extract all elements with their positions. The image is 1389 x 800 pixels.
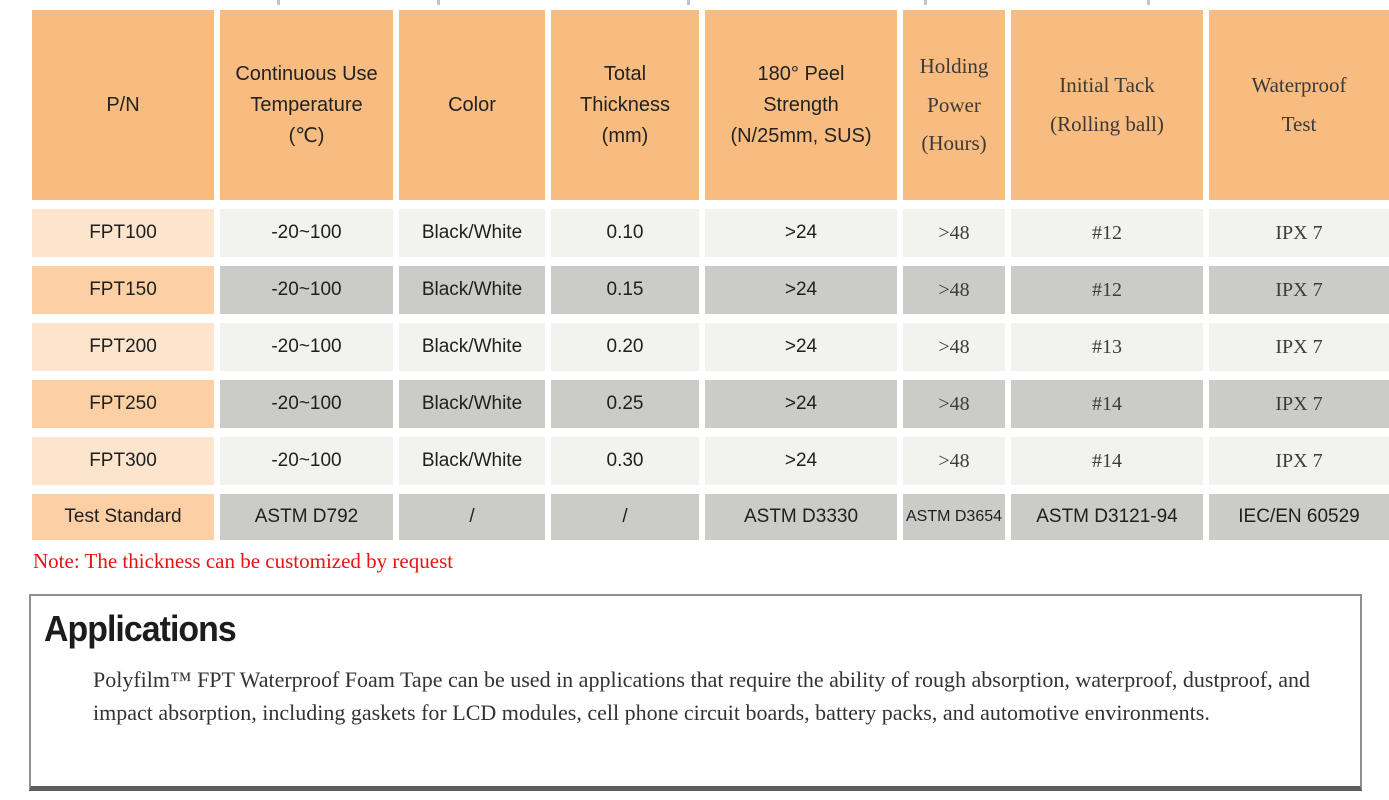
table-cell: Black/White (399, 437, 545, 485)
table-cell: 0.15 (551, 266, 699, 314)
table-cell: Black/White (399, 380, 545, 428)
table-cell: >24 (705, 437, 897, 485)
test-standard-cell: / (399, 494, 545, 540)
header-cell-temperature: Continuous Use Temperature (℃) (220, 10, 393, 200)
test-standard-cell: ASTM D3654 (903, 494, 1005, 540)
table-cell: >24 (705, 380, 897, 428)
table-cell: 0.20 (551, 323, 699, 371)
header-cell-pn: P/N (32, 10, 214, 200)
test-standard-label-cell: Test Standard (32, 494, 214, 540)
table-cell: -20~100 (220, 266, 393, 314)
header-cell-initial-tack: Initial Tack (Rolling ball) (1011, 10, 1203, 200)
top-edge-artifact (924, 0, 927, 5)
table-cell: -20~100 (220, 323, 393, 371)
header-cell-holding-power: Holding Power (Hours) (903, 10, 1005, 200)
header-cell-thickness: Total Thickness (mm) (551, 10, 699, 200)
table-cell: #12 (1011, 266, 1203, 314)
table-cell: #14 (1011, 437, 1203, 485)
top-edge-artifact (437, 0, 440, 5)
table-cell: #12 (1011, 209, 1203, 257)
table-cell: IPX 7 (1209, 266, 1389, 314)
top-edge-artifact (1147, 0, 1150, 5)
table-cell: 0.10 (551, 209, 699, 257)
pn-cell: FPT250 (32, 380, 214, 428)
pn-cell: FPT150 (32, 266, 214, 314)
table-cell: IPX 7 (1209, 323, 1389, 371)
table-cell: Black/White (399, 209, 545, 257)
table-cell: -20~100 (220, 209, 393, 257)
spec-table: P/N Continuous Use Temperature (℃) Color… (32, 10, 1389, 540)
test-standard-cell: ASTM D792 (220, 494, 393, 540)
test-standard-cell: IEC/EN 60529 (1209, 494, 1389, 540)
table-cell: >48 (903, 380, 1005, 428)
applications-section: Applications Polyfilm™ FPT Waterproof Fo… (29, 594, 1362, 791)
thickness-note: Note: The thickness can be customized by… (33, 549, 454, 573)
table-cell: >24 (705, 266, 897, 314)
table-cell: >48 (903, 209, 1005, 257)
test-standard-cell: ASTM D3121-94 (1011, 494, 1203, 540)
pn-cell: FPT200 (32, 323, 214, 371)
pn-cell: FPT300 (32, 437, 214, 485)
table-cell: Black/White (399, 266, 545, 314)
pn-cell: FPT100 (32, 209, 214, 257)
header-cell-waterproof-test: Waterproof Test (1209, 10, 1389, 200)
table-cell: IPX 7 (1209, 437, 1389, 485)
table-cell: #13 (1011, 323, 1203, 371)
top-edge-artifact (277, 0, 280, 5)
table-cell: -20~100 (220, 380, 393, 428)
header-cell-color: Color (399, 10, 545, 200)
header-cell-peel-strength: 180° Peel Strength (N/25mm, SUS) (705, 10, 897, 200)
table-cell: IPX 7 (1209, 380, 1389, 428)
applications-title: Applications (44, 608, 237, 649)
table-cell: >48 (903, 266, 1005, 314)
table-cell: Black/White (399, 323, 545, 371)
table-cell: >24 (705, 323, 897, 371)
table-cell: #14 (1011, 380, 1203, 428)
applications-paragraph: Polyfilm™ FPT Waterproof Foam Tape can b… (93, 667, 1310, 725)
table-cell: 0.25 (551, 380, 699, 428)
table-cell: IPX 7 (1209, 209, 1389, 257)
table-cell: >48 (903, 437, 1005, 485)
test-standard-cell: / (551, 494, 699, 540)
test-standard-cell: ASTM D3330 (705, 494, 897, 540)
top-edge-artifact (687, 0, 690, 5)
table-cell: >48 (903, 323, 1005, 371)
table-cell: -20~100 (220, 437, 393, 485)
table-cell: 0.30 (551, 437, 699, 485)
table-cell: >24 (705, 209, 897, 257)
